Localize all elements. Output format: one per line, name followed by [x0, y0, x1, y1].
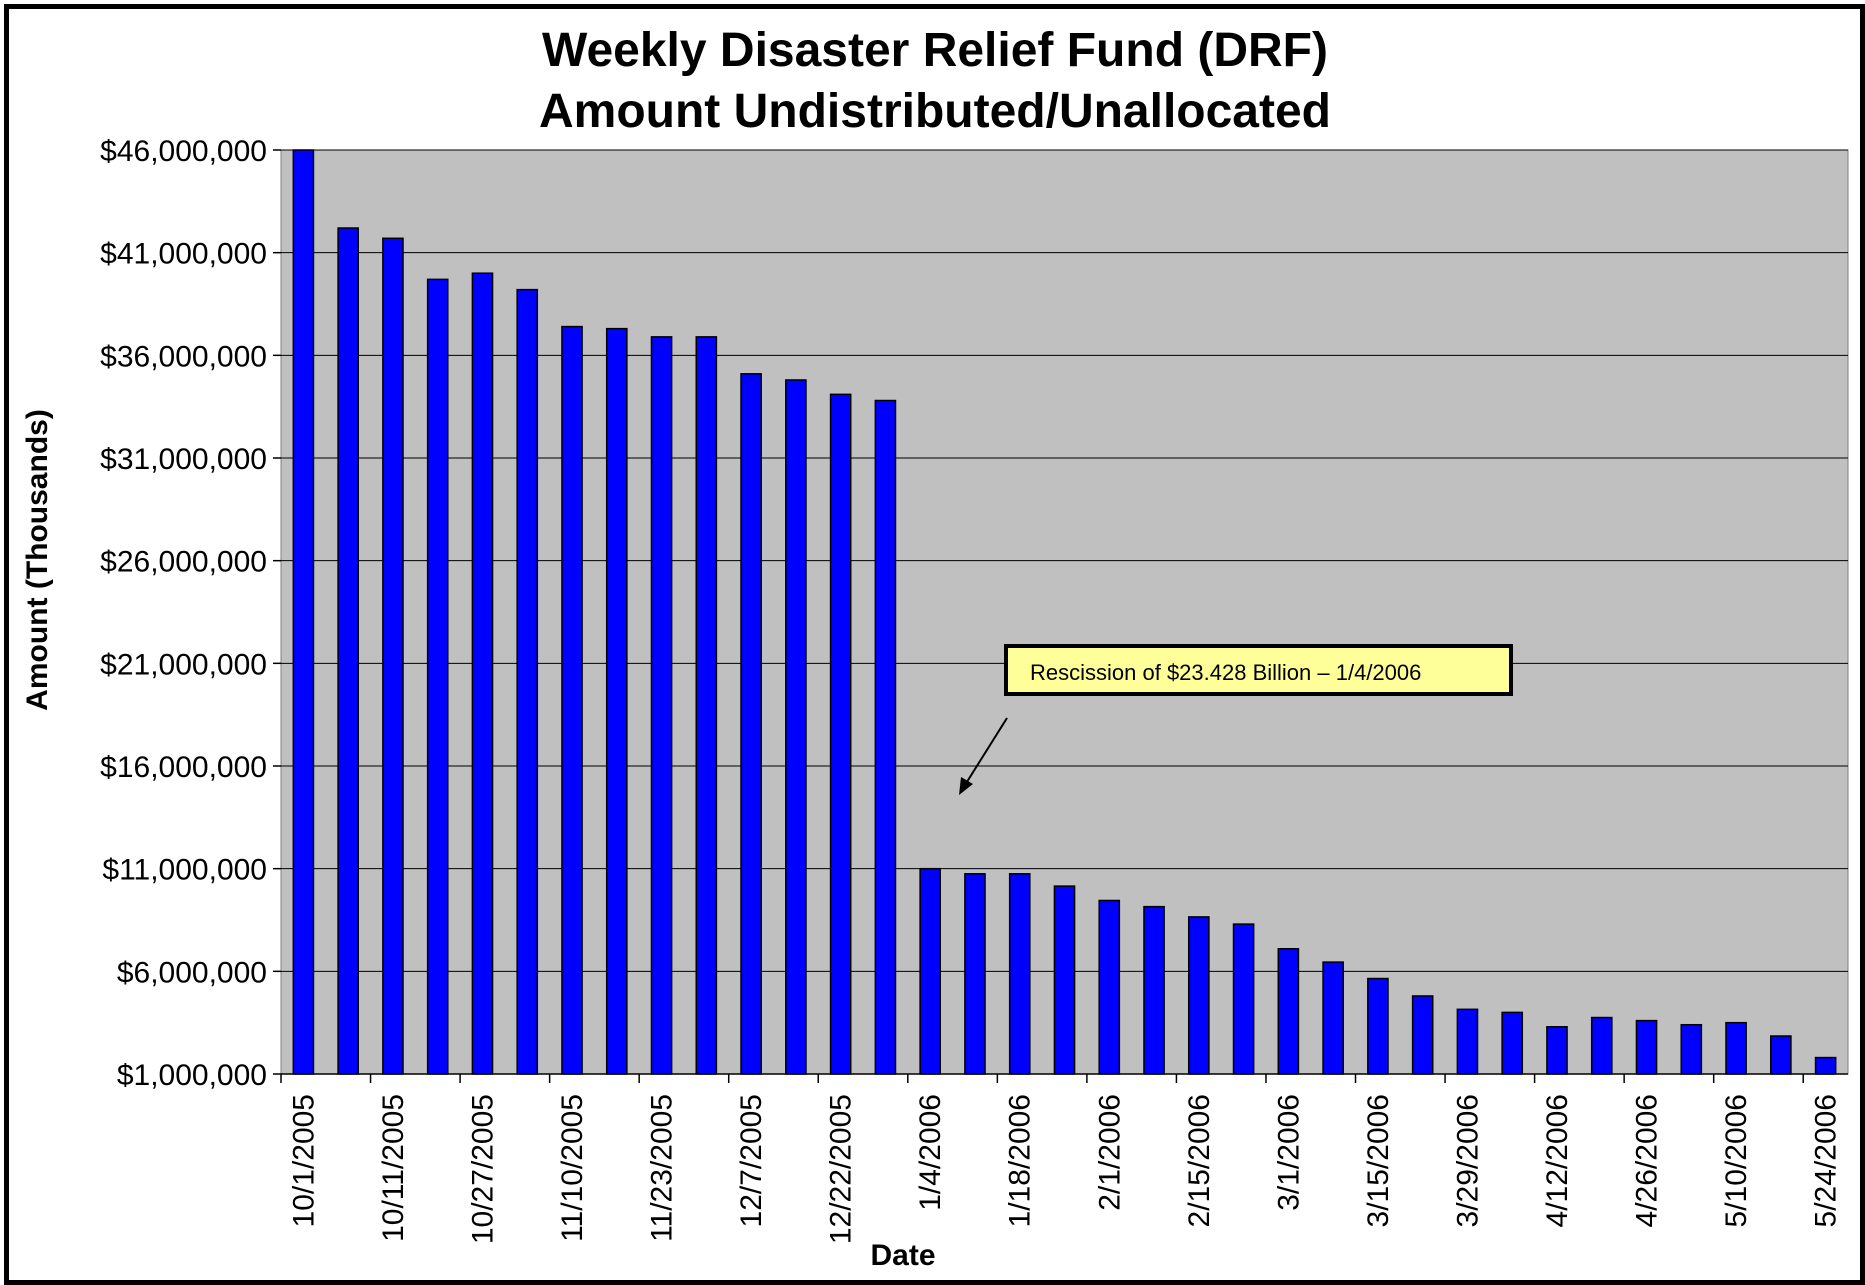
x-tick-label: 4/12/2006 — [1541, 1094, 1574, 1227]
chart-title-line-2: Amount Undistributed/Unallocated — [539, 85, 1331, 138]
annotation: Rescission of $23.428 Billion – 1/4/2006 — [959, 644, 1513, 795]
x-tick-label: 1/18/2006 — [1004, 1094, 1037, 1227]
bars — [292, 149, 1837, 1075]
bar — [740, 373, 762, 1075]
bar — [785, 379, 807, 1075]
y-tick-label: $31,000,000 — [100, 443, 267, 476]
y-tick-label: $1,000,000 — [117, 1059, 267, 1092]
bar — [1814, 1056, 1837, 1075]
x-tick-label: 3/29/2006 — [1451, 1094, 1484, 1227]
bar — [471, 272, 494, 1075]
bar — [1411, 995, 1434, 1075]
x-tick-label: 3/15/2006 — [1362, 1094, 1395, 1227]
x-axis-ticks — [280, 1074, 1804, 1083]
x-axis-title: Date — [870, 1239, 935, 1272]
bar — [1322, 961, 1344, 1075]
x-axis-tick-labels: 10/1/2005 10/11/2005 10/27/2005 11/10/2005 1… — [287, 1094, 1842, 1244]
x-tick-label: 10/27/2005 — [466, 1094, 499, 1244]
bar — [1546, 1026, 1568, 1075]
bar — [1725, 1021, 1747, 1075]
bar — [964, 873, 986, 1075]
bar — [829, 393, 852, 1075]
bar — [1232, 923, 1255, 1075]
bar — [919, 867, 942, 1075]
x-tick-label: 5/24/2006 — [1810, 1094, 1843, 1227]
bar — [426, 278, 449, 1075]
x-tick-label: 2/1/2006 — [1093, 1094, 1126, 1211]
y-tick-label: $46,000,000 — [100, 135, 267, 168]
bar — [516, 288, 539, 1075]
y-axis-title: Amount (Thousands) — [21, 409, 54, 711]
bar — [1590, 1016, 1613, 1075]
bar — [650, 336, 673, 1075]
bar — [1277, 947, 1300, 1075]
bar — [1098, 899, 1121, 1075]
x-tick-label: 1/4/2006 — [914, 1094, 947, 1211]
annotation-arrow-line — [964, 717, 1008, 786]
chart-title-line-1: Weekly Disaster Relief Fund (DRF) — [542, 24, 1328, 77]
bar — [1501, 1011, 1524, 1075]
y-tick-label: $11,000,000 — [102, 854, 267, 887]
bar — [1008, 873, 1031, 1075]
y-axis-ticks — [273, 149, 281, 1075]
bar — [337, 227, 359, 1075]
x-tick-label: 10/11/2005 — [377, 1094, 410, 1242]
x-tick-label: 3/1/2006 — [1272, 1094, 1305, 1211]
annotation-box — [1004, 644, 1513, 696]
bar — [561, 325, 583, 1075]
x-tick-label: 11/10/2005 — [556, 1094, 589, 1242]
bar — [1680, 1023, 1703, 1075]
x-tick-label: 4/26/2006 — [1631, 1094, 1664, 1227]
y-tick-label: $26,000,000 — [100, 546, 267, 579]
bar — [695, 336, 718, 1075]
annotation-text: Rescission of $23.428 Billion – 1/4/2006 — [1030, 660, 1421, 685]
y-tick-label: $41,000,000 — [100, 238, 267, 271]
annotation-arrow-head — [959, 777, 973, 795]
gridlines — [281, 149, 1848, 972]
x-tick-label: 5/10/2006 — [1720, 1094, 1753, 1227]
x-tick-label: 12/22/2005 — [825, 1094, 858, 1244]
y-axis-tick-labels: $1,000,000 $6,000,000 $11,000,000 $16,000,0… — [100, 135, 267, 1092]
x-tick-label: 11/23/2005 — [646, 1094, 679, 1242]
bar — [292, 149, 315, 1075]
bar — [874, 399, 897, 1075]
x-tick-label: 2/15/2006 — [1183, 1094, 1216, 1227]
bar — [605, 327, 628, 1075]
bar — [1187, 916, 1210, 1075]
bar — [382, 237, 404, 1075]
y-tick-label: $21,000,000 — [100, 648, 267, 681]
bar — [1635, 1019, 1658, 1075]
y-tick-label: $36,000,000 — [100, 340, 267, 373]
y-tick-label: $6,000,000 — [117, 956, 267, 989]
bar — [1456, 1008, 1479, 1075]
x-tick-label: 12/7/2005 — [735, 1094, 768, 1227]
bar — [1367, 977, 1389, 1075]
bar — [1053, 885, 1076, 1075]
bar — [1143, 905, 1165, 1075]
bar — [1770, 1035, 1792, 1075]
y-tick-label: $16,000,000 — [100, 751, 267, 784]
x-tick-label: 10/1/2005 — [287, 1094, 320, 1227]
